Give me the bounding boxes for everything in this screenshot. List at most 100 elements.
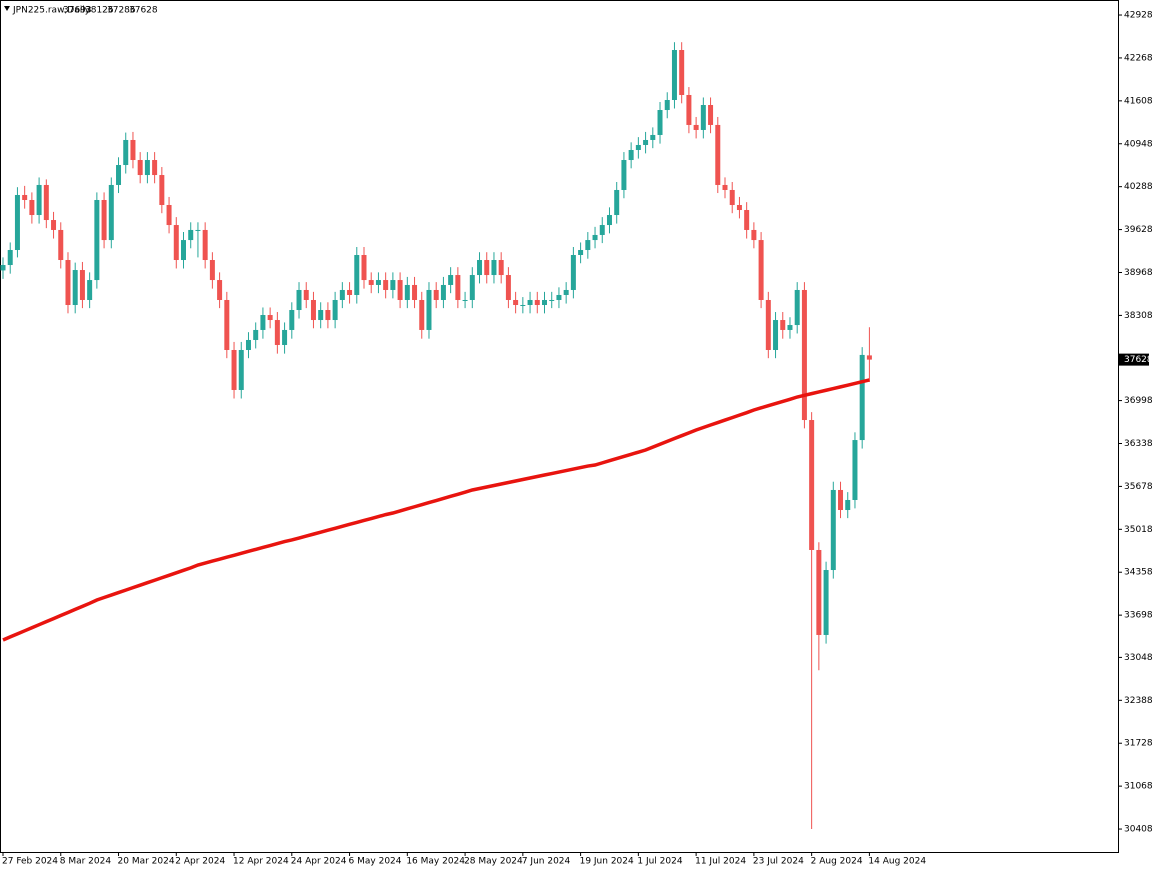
candle-body <box>549 299 555 301</box>
y-tick-label: 42268 <box>1124 53 1152 63</box>
y-tick-label: 35018 <box>1124 525 1152 535</box>
candle-body <box>245 339 251 350</box>
header-high: 38126 <box>85 6 114 16</box>
candle-body <box>657 110 663 135</box>
candle-body <box>852 440 858 500</box>
y-tick-label: 34358 <box>1124 568 1152 578</box>
candle-body <box>36 184 42 216</box>
candle-body <box>166 205 172 226</box>
x-tick-label: 1 Jul 2024 <box>637 857 682 867</box>
candle-body <box>643 139 649 145</box>
candle-body <box>751 229 757 241</box>
candle-body <box>368 280 374 285</box>
candle-body <box>419 299 425 330</box>
candle-body <box>527 299 533 306</box>
candle-body <box>744 210 750 230</box>
y-tick-label: 38968 <box>1124 268 1152 278</box>
candle-body <box>505 275 511 300</box>
candle-body <box>51 220 57 230</box>
candle-body <box>606 215 612 226</box>
candle-body <box>823 570 829 635</box>
candle-body <box>592 234 598 241</box>
x-tick-label: 28 May 2024 <box>464 857 523 867</box>
candle-body <box>94 199 100 281</box>
candle-body <box>22 194 28 200</box>
candle-body <box>123 139 129 166</box>
candle-body <box>556 294 562 300</box>
candle-body <box>729 189 735 206</box>
candle-body <box>217 280 223 300</box>
x-tick-label: 12 Apr 2024 <box>233 857 289 867</box>
candle-body <box>375 280 381 285</box>
candle-body <box>65 260 71 306</box>
y-tick-label: 39628 <box>1124 225 1152 235</box>
candle-body <box>296 289 302 311</box>
candle-body <box>773 320 779 350</box>
x-tick-label: 11 Jul 2024 <box>695 857 746 867</box>
candle-body <box>440 284 446 300</box>
plot-frame <box>0 0 1119 853</box>
candle-body <box>736 205 742 211</box>
candle-body <box>318 310 324 321</box>
candle-body <box>282 329 288 345</box>
x-tick-label: 27 Feb 2024 <box>2 857 58 867</box>
y-tick-label: 31728 <box>1124 739 1152 749</box>
candle-body <box>224 299 230 350</box>
candle-body <box>491 260 497 276</box>
candle-body <box>780 320 786 330</box>
x-tick-label: 20 Mar 2024 <box>118 857 175 867</box>
candle-body <box>0 265 6 271</box>
x-tick-label: 6 May 2024 <box>349 857 402 867</box>
candle-body <box>765 299 771 350</box>
y-tick-label: 36998 <box>1124 396 1152 406</box>
y-tick-label: 40948 <box>1124 139 1152 149</box>
candle-body <box>7 249 13 266</box>
candle-body <box>866 355 872 360</box>
candle-body <box>303 289 309 300</box>
candle-body <box>484 260 490 276</box>
header-close: 37628 <box>129 6 158 16</box>
price-label-box <box>1119 353 1149 366</box>
candle-body <box>137 160 143 176</box>
candle-body <box>845 499 851 511</box>
chart-title: JPN225.raw,Daily <box>12 6 91 16</box>
candle-body <box>79 270 85 300</box>
candle-body <box>101 199 107 241</box>
candle-body <box>43 184 49 221</box>
y-tick-label: 35678 <box>1124 482 1152 492</box>
candle-body <box>787 325 793 330</box>
candle-body <box>758 240 764 300</box>
candle-body <box>621 160 627 190</box>
y-tick-label: 32388 <box>1124 696 1152 706</box>
candle-body <box>671 49 677 100</box>
candle-body <box>679 49 685 95</box>
header-open: 37693 <box>63 6 92 16</box>
candle-body <box>361 255 367 281</box>
candle-body <box>260 315 266 330</box>
candle-body <box>693 124 699 130</box>
candle-body <box>614 189 620 216</box>
candle-body <box>794 289 800 326</box>
y-tick-label: 38308 <box>1124 311 1152 321</box>
candle-body <box>383 280 389 290</box>
candle-body <box>715 124 721 185</box>
y-tick-label: 33698 <box>1124 611 1152 621</box>
x-tick-label: 16 May 2024 <box>406 857 465 867</box>
candle-body <box>195 229 201 231</box>
moving-average <box>2 378 870 642</box>
candle-body <box>332 299 338 321</box>
candle-body <box>412 284 418 300</box>
x-tick-label: 14 Aug 2024 <box>868 857 926 867</box>
candle-body <box>498 260 504 276</box>
candle-body <box>448 275 454 285</box>
candle-body <box>426 289 432 330</box>
candle-body <box>354 255 360 295</box>
x-tick-label: 19 Jun 2024 <box>580 857 634 867</box>
candle-body <box>87 280 93 300</box>
y-tick-label: 42928 <box>1124 11 1152 21</box>
candle-body <box>635 144 641 150</box>
candle-body <box>686 94 692 125</box>
candle-body <box>188 229 194 241</box>
candle-body <box>159 175 165 206</box>
